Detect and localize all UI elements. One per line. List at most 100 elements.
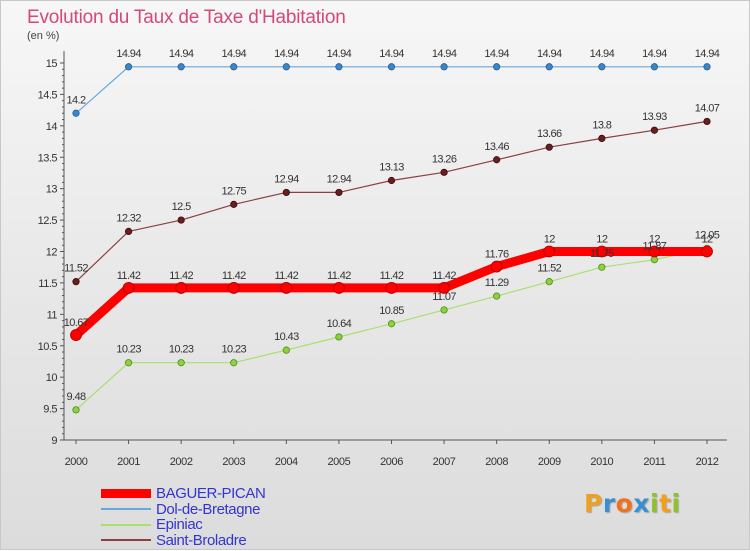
axes: 9 9.5 10 10.5 11 11.5 12 12.5 13 13.5 14 14.5 15 2000… [38, 51, 727, 468]
data-point-epiniac [545, 278, 553, 286]
data-label-epiniac: 12.05 [695, 229, 720, 241]
x-tick-label: 2010 [590, 456, 613, 468]
brand-letter: r [602, 489, 616, 518]
y-tick-label: 14.5 [38, 89, 58, 101]
data-label-baguer-pican: 11.42 [274, 270, 298, 282]
data-point-epiniac [282, 346, 290, 354]
brand-letter: i [650, 489, 660, 518]
x-tick-label: 2000 [65, 456, 88, 468]
x-tick-label: 2001 [117, 456, 140, 468]
data-point-epiniac [335, 333, 343, 341]
legend-label: Dol-de-Bretagne [156, 500, 261, 518]
data-label-dol-de-bretagne: 14.94 [274, 48, 299, 60]
legend-label: BAGUER-PICAN [156, 485, 266, 502]
data-point-saint-broladre [282, 188, 290, 197]
data-point-dol-de-bretagne [650, 63, 659, 71]
data-label-saint-broladre: 13.26 [432, 153, 457, 165]
data-label-dol-de-bretagne: 14.2 [66, 94, 85, 106]
data-point-baguer-pican [175, 282, 188, 294]
data-label-epiniac: 10.43 [274, 331, 299, 343]
data-point-dol-de-bretagne [493, 63, 501, 71]
y-tick-label: 15 [46, 58, 58, 70]
data-point-baguer-pican [280, 282, 293, 294]
data-point-baguer-pican [333, 282, 345, 294]
data-point-epiniac [440, 306, 448, 314]
legend: BAGUER-PICAN Dol-de-Bretagne Epiniac Saint-… [101, 486, 351, 548]
data-label-baguer-pican: 12 [649, 234, 661, 246]
data-label-baguer-pican: 10.67 [64, 317, 89, 329]
y-tick-label: 9.5 [43, 404, 57, 416]
data-point-saint-broladre [387, 176, 396, 185]
data-point-epiniac [598, 263, 606, 271]
data-point-epiniac [387, 320, 396, 328]
data-point-baguer-pican [70, 329, 82, 341]
data-label-dol-de-bretagne: 14.94 [642, 48, 667, 60]
data-label-dol-de-bretagne: 14.94 [379, 48, 404, 60]
y-tick-label: 9 [51, 435, 57, 447]
brand-letter: t [659, 489, 672, 518]
y-tick-label: 14 [46, 121, 58, 133]
data-point-baguer-pican [385, 282, 398, 294]
data-label-dol-de-bretagne: 14.94 [484, 48, 509, 60]
data-point-dol-de-bretagne [177, 63, 185, 71]
data-point-epiniac [493, 292, 501, 300]
data-point-dol-de-bretagne [230, 63, 238, 71]
data-label-saint-broladre: 12.94 [327, 173, 352, 185]
data-point-saint-broladre [493, 156, 501, 164]
y-tick-label: 10.5 [38, 341, 58, 353]
data-point-saint-broladre [703, 117, 711, 126]
data-label-baguer-pican: 12 [596, 234, 608, 246]
data-label-baguer-pican: 11.76 [485, 249, 509, 261]
unit-label: (en %) [27, 30, 60, 42]
data-label-epiniac: 11.87 [643, 241, 667, 253]
brand-letter: x [633, 489, 650, 518]
data-point-baguer-pican [595, 245, 608, 258]
x-tick-label: 2002 [170, 456, 193, 468]
data-label-saint-broladre: 12.32 [116, 212, 141, 224]
data-point-epiniac [230, 359, 238, 367]
y-tick-label: 11 [47, 309, 58, 321]
series-layer [70, 63, 713, 414]
brand-letter: i [671, 489, 681, 518]
data-point-saint-broladre [598, 134, 606, 142]
data-label-dol-de-bretagne: 14.94 [169, 48, 194, 60]
brand-letter: P [584, 489, 603, 518]
data-label-epiniac: 11.29 [485, 277, 509, 289]
brand-letter: o [615, 489, 634, 518]
data-point-saint-broladre [72, 278, 80, 286]
data-point-saint-broladre [335, 188, 343, 197]
x-tick-label: 2007 [433, 456, 456, 468]
legend-label: Saint-Broladre [156, 531, 247, 549]
series-line-dol-de-bretagne [75, 66, 708, 114]
data-label-saint-broladre: 11.52 [64, 263, 88, 275]
data-point-epiniac [650, 256, 659, 264]
x-tick-label: 2006 [380, 456, 403, 468]
data-label-dol-de-bretagne: 14.94 [116, 48, 141, 60]
data-label-dol-de-bretagne: 14.94 [327, 48, 352, 60]
data-point-baguer-pican [490, 260, 503, 273]
data-label-baguer-pican: 11.42 [117, 270, 141, 282]
y-tick-label: 13.5 [38, 152, 58, 164]
data-label-baguer-pican: 11.42 [432, 270, 456, 282]
data-label-dol-de-bretagne: 14.94 [695, 48, 720, 60]
data-point-baguer-pican [543, 245, 556, 258]
legend-item-epiniac: Epiniac [101, 517, 351, 533]
data-point-dol-de-bretagne [387, 63, 396, 71]
data-point-dol-de-bretagne [282, 63, 290, 71]
data-point-dol-de-bretagne [703, 63, 711, 71]
brand-logo: Proxiti [584, 489, 681, 518]
data-label-epiniac: 10.23 [221, 344, 246, 356]
data-label-baguer-pican: 12 [544, 234, 556, 246]
data-label-baguer-pican: 11.42 [169, 270, 193, 282]
data-point-baguer-pican [701, 245, 713, 258]
data-point-epiniac [177, 359, 185, 367]
legend-item-baguer-pican: BAGUER-PICAN [101, 486, 351, 502]
legend-item-saint-broladre: Saint-Broladre [101, 533, 351, 549]
data-label-saint-broladre: 13.93 [642, 111, 667, 123]
x-tick-label: 2004 [275, 456, 298, 468]
x-tick-label: 2008 [485, 456, 508, 468]
x-tick-label: 2012 [696, 456, 719, 468]
y-tick-label: 10 [46, 372, 58, 384]
data-point-dol-de-bretagne [545, 63, 553, 71]
y-tick-label: 11.5 [38, 278, 57, 290]
